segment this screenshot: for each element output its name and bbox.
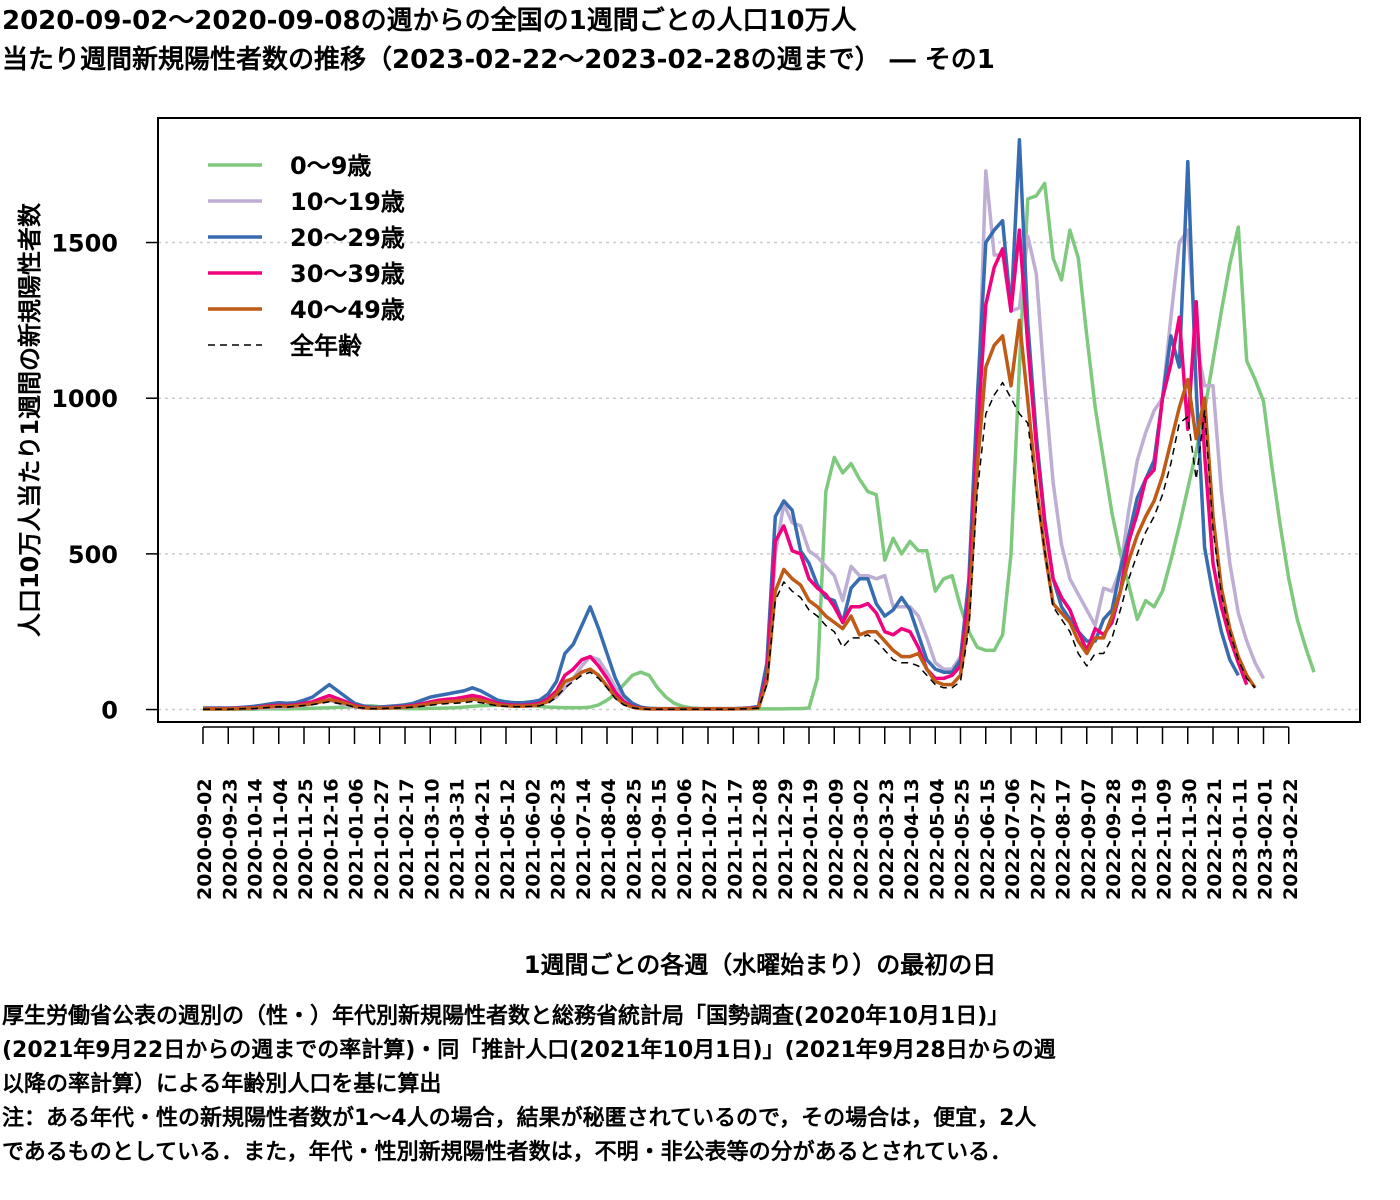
series-lines bbox=[203, 138, 1316, 711]
x-tick-label: 2022-10-19 bbox=[1128, 778, 1150, 900]
x-tick-label: 2020-11-04 bbox=[270, 778, 292, 900]
footer-line-5: であるものとしている．また，年代・性別新規陽性者数は，不明・非公表等の分があると… bbox=[2, 1140, 1013, 1165]
x-tick-label: 2020-09-02 bbox=[194, 778, 216, 900]
x-axis-label: 1週間ごとの各週（水曜始まり）の最初の日 bbox=[523, 951, 997, 979]
x-tick-label: 2022-02-09 bbox=[825, 778, 847, 900]
title-line-1: 2020-09-02〜2020-09-08の週からの全国の1週間ごとの人口10万… bbox=[2, 6, 857, 36]
x-tick-label: 2021-10-06 bbox=[674, 778, 696, 900]
y-tick-label: 1000 bbox=[51, 385, 118, 413]
x-tick-label: 2022-11-09 bbox=[1154, 778, 1176, 900]
x-tick-label: 2022-03-02 bbox=[851, 778, 873, 900]
x-tick-label: 2023-01-11 bbox=[1229, 778, 1251, 900]
legend-label: 40〜49歳 bbox=[290, 296, 405, 324]
x-tick-label: 2022-01-19 bbox=[800, 778, 822, 900]
x-tick-label: 2022-04-13 bbox=[901, 778, 923, 900]
x-tick-label: 2022-05-25 bbox=[952, 778, 974, 900]
y-tick-label: 1500 bbox=[51, 230, 118, 258]
x-tick-label: 2021-02-17 bbox=[396, 778, 418, 900]
x-tick-label: 2022-05-04 bbox=[926, 778, 948, 900]
x-tick-label: 2020-09-23 bbox=[219, 778, 241, 900]
x-tick-label: 2022-07-06 bbox=[1002, 778, 1024, 900]
x-tick-label: 2020-11-25 bbox=[295, 778, 317, 900]
source-note: 厚生労働省公表の週別の（性・）年代別新規陽性者数と総務省統計局「国勢調査(202… bbox=[2, 1000, 1398, 1170]
x-tick-label: 2021-03-31 bbox=[447, 778, 469, 900]
x-tick-label: 2023-02-01 bbox=[1255, 778, 1277, 900]
footer-line-4: 注：ある年代・性の新規陽性者数が1〜4人の場合，結果が秘匿されているので，その場… bbox=[2, 1106, 1037, 1131]
chart-title: 2020-09-02〜2020-09-08の週からの全国の1週間ごとの人口10万… bbox=[2, 2, 1398, 80]
x-tick-label: 2022-07-27 bbox=[1027, 778, 1049, 900]
x-tick-label: 2021-08-04 bbox=[598, 778, 620, 900]
x-tick-label: 2021-03-10 bbox=[421, 778, 443, 900]
x-tick-label: 2021-12-08 bbox=[750, 778, 772, 900]
x-tick-label: 2021-09-15 bbox=[649, 778, 671, 900]
y-tick-label: 0 bbox=[101, 697, 118, 725]
legend-label: 0〜9歳 bbox=[290, 152, 371, 180]
x-tick-label: 2022-11-30 bbox=[1179, 778, 1201, 900]
footer-line-3: 以降の率計算）による年齢別人口を基に算出 bbox=[2, 1072, 442, 1097]
footer-line-1: 厚生労働省公表の週別の（性・）年代別新規陽性者数と総務省統計局「国勢調査(202… bbox=[2, 1004, 1010, 1029]
x-axis: 2020-09-02 2020-09-23 2020-10-14 2020-11-04… bbox=[194, 726, 1302, 900]
x-tick-label: 2021-08-25 bbox=[623, 778, 645, 900]
y-axis: 0 500 1000 1500 bbox=[51, 230, 158, 725]
gridlines bbox=[158, 241, 1360, 711]
plot-frame bbox=[157, 117, 1361, 723]
legend-label: 20〜29歳 bbox=[290, 224, 405, 252]
title-line-2: 当たり週間新規陽性者数の推移（2023-02-22〜2023-02-28の週まで… bbox=[2, 45, 995, 75]
x-tick-label: 2022-03-23 bbox=[876, 778, 898, 900]
y-tick-label: 500 bbox=[68, 541, 118, 569]
x-tick-label: 2021-04-21 bbox=[472, 778, 494, 900]
x-tick-label: 2021-10-27 bbox=[699, 778, 721, 900]
footer-line-2: (2021年9月22日からの週までの率計算)・同「推計人口(2021年10月1日… bbox=[2, 1038, 1056, 1063]
x-tick-label: 2021-06-23 bbox=[548, 778, 570, 900]
x-tick-label: 2022-08-17 bbox=[1053, 778, 1075, 900]
x-tick-label: 2023-02-22 bbox=[1280, 778, 1302, 900]
x-tick-label: 2021-11-17 bbox=[724, 778, 746, 900]
x-tick-label: 2022-06-15 bbox=[977, 778, 999, 900]
x-tick-label: 2020-10-14 bbox=[245, 778, 267, 900]
series-line-5 bbox=[203, 381, 1256, 710]
x-tick-label: 2021-06-02 bbox=[522, 778, 544, 900]
legend-label: 30〜39歳 bbox=[290, 260, 405, 288]
y-axis-label: 人口10万人当たり1週間の新規陽性者数 bbox=[16, 202, 44, 637]
x-tick-label: 2021-01-06 bbox=[346, 778, 368, 900]
x-tick-label: 2020-12-16 bbox=[320, 778, 342, 900]
x-tick-label: 2022-09-28 bbox=[1103, 778, 1125, 900]
x-tick-label: 2021-07-14 bbox=[573, 778, 595, 900]
legend-label: 10〜19歳 bbox=[290, 188, 405, 216]
series-line-4 bbox=[203, 318, 1257, 711]
x-tick-label: 2021-01-27 bbox=[371, 778, 393, 900]
x-tick-label: 2021-05-12 bbox=[497, 778, 519, 900]
x-tick-label: 2022-12-21 bbox=[1204, 778, 1226, 900]
x-tick-label: 2021-12-29 bbox=[775, 778, 797, 900]
x-tick-label: 2022-09-07 bbox=[1078, 778, 1100, 900]
legend-label: 全年齢 bbox=[289, 332, 363, 360]
line-chart: 0 500 1000 1500 2020-09-02 2020-09-23 2020-10… bbox=[16, 117, 1361, 900]
